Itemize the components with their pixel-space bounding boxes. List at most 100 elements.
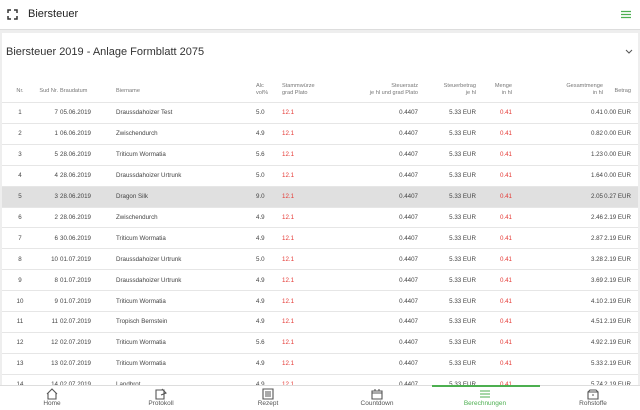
nav-icon[interactable] — [153, 387, 169, 401]
table-cell: 01.07.2019 — [60, 255, 91, 263]
table-cell: 8 — [18, 255, 22, 263]
table-cell: 01.07.2019 — [60, 297, 91, 305]
table-cell: 5.33 EUR — [449, 255, 476, 263]
table-cell: 12.1 — [282, 360, 295, 368]
table-cell: 0.41 — [476, 381, 512, 389]
nav-label[interactable]: Protokoll — [148, 400, 174, 407]
table-cell: 0.4407 — [399, 234, 418, 242]
table-cell: 02.07.2019 — [60, 318, 91, 326]
table-cell: 2.19 EUR — [604, 234, 631, 242]
nav-label[interactable]: Countdown — [360, 400, 394, 407]
nav-icon[interactable] — [44, 387, 60, 401]
table-cell: 2 — [54, 213, 58, 221]
table-cell: Draussdahoizer Urtrunk — [116, 255, 182, 263]
table-row[interactable]: 1 7 05.06.2019 Draussdahoizer Test 5.0 12.1 0.… — [2, 102, 638, 124]
table-cell: 2.87 — [590, 234, 603, 242]
table-cell: 3 — [18, 151, 22, 159]
table-row[interactable]: 2 1 06.06.2019 Zwischendurch 4.9 12.1 0.4407 5.… — [2, 122, 638, 145]
table-cell: 0.00 EUR — [604, 151, 631, 159]
table-row[interactable]: 9 8 01.07.2019 Draussdahoizer Urtrunk 4.9 12.… — [2, 269, 638, 291]
table-cell: 4.9 — [256, 360, 265, 368]
nav-label[interactable]: Rezept — [257, 400, 279, 407]
table-cell: 12.1 — [282, 213, 295, 221]
table-cell: 5.33 EUR — [449, 339, 476, 347]
table-row[interactable]: 10 9 01.07.2019 Triticum Wormatia 4.9 12.1 0.4… — [2, 290, 638, 312]
table-cell: 12.1 — [282, 339, 295, 347]
table-cell: 4.9 — [256, 276, 265, 284]
table-cell: 12.1 — [282, 297, 295, 305]
column-header: vol% — [256, 90, 269, 96]
table-cell: 5.33 EUR — [418, 381, 476, 389]
table-cell: 2.19 EUR — [604, 276, 631, 284]
table-cell: 2.05 — [590, 193, 603, 201]
table-cell: 5.0 — [256, 172, 265, 180]
table-cell: 2.19 EUR — [604, 213, 631, 221]
table-cell: 14 — [6, 381, 34, 389]
table-cell: 12.1 — [282, 381, 330, 389]
nav-icon[interactable] — [260, 387, 276, 401]
table-cell: 9 — [54, 297, 58, 305]
table-cell: 4.92 — [590, 339, 603, 347]
icon-shape — [155, 388, 167, 400]
table-cell: 28.06.2019 — [60, 193, 91, 201]
table-row[interactable]: 5 3 28.06.2019 Dragon Silk 9.0 12.1 0.4407 5.33… — [2, 185, 638, 208]
column-header: je hl und grad Plato — [369, 90, 418, 96]
expand-icon[interactable] — [7, 9, 18, 20]
table-cell: 1 — [54, 130, 58, 138]
table-cell: 5.33 EUR — [449, 172, 476, 180]
table-cell: 12 — [51, 339, 58, 347]
table-cell: 0.41 — [590, 109, 603, 117]
column-header: Steuerbetrag — [443, 83, 476, 89]
table-row[interactable]: 13 13 02.07.2019 Triticum Wormatia 4.9 12.1 0.… — [2, 352, 638, 375]
table-cell: Triticum Wormatia — [116, 339, 166, 347]
table-cell: 28.06.2019 — [60, 172, 91, 180]
table-cell: 3.28 — [590, 255, 603, 263]
table-cell: 12.1 — [282, 276, 295, 284]
table-cell: 02.07.2019 — [60, 360, 91, 368]
table-cell: 4.9 — [256, 234, 265, 242]
nav-label[interactable]: Rohstoffe — [579, 400, 607, 407]
table-cell: 0.4407 — [399, 193, 418, 201]
nav-icon[interactable] — [477, 387, 493, 401]
icon-shape — [371, 389, 383, 400]
table-cell: 0.41 — [499, 255, 512, 263]
table-cell: 0.00 EUR — [604, 172, 631, 180]
table-cell: 2.19 EUR — [604, 318, 631, 326]
collapse-icon[interactable] — [625, 49, 633, 55]
column-header: Gesamtmenge — [566, 83, 603, 89]
table-cell: 0.4407 — [399, 109, 418, 117]
table-cell: 5.33 EUR — [449, 360, 476, 368]
table-cell: Triticum Wormatia — [116, 234, 166, 242]
table-cell: 2.19 EUR — [604, 360, 631, 368]
nav-label[interactable]: Home — [43, 400, 61, 407]
table-row[interactable]: 6 2 28.06.2019 Zwischendurch 4.9 12.1 0.4407 5.… — [2, 206, 638, 229]
table-cell: 0.4407 — [399, 318, 418, 326]
table-cell: 4.9 — [256, 297, 265, 305]
table-cell: 4.9 — [256, 130, 265, 138]
table-cell: 0.41 — [499, 339, 512, 347]
table-cell: 0.4407 — [399, 172, 418, 180]
nav-icon[interactable] — [585, 387, 601, 401]
menu-icon[interactable] — [621, 10, 631, 19]
column-header: je hl — [465, 90, 476, 96]
table-row[interactable]: 7 6 30.06.2019 Triticum Wormatia 4.9 12.1 0.44… — [2, 227, 638, 249]
table-row[interactable]: 3 5 28.06.2019 Triticum Wormatia 5.6 12.1 0.44… — [2, 143, 638, 166]
table-cell: 4.9 — [256, 213, 265, 221]
nav-label[interactable]: Berechnungen — [463, 400, 507, 407]
bottom-nav: Home Protokoll Rezept Countdown Berechnungen… — [0, 385, 640, 410]
table-row[interactable]: 8 10 01.07.2019 Draussdahoizer Urtrunk 5.0 12… — [2, 248, 638, 270]
table-cell: 2.19 EUR — [604, 297, 631, 305]
table-cell: 0.27 EUR — [604, 193, 631, 201]
active-indicator — [432, 385, 540, 387]
table-cell: 5 — [18, 193, 22, 201]
table-row[interactable]: 141402.07.2019Landbrot4.912.10.44075.33 … — [2, 373, 638, 393]
table-cell: 10 — [16, 297, 24, 305]
table-cell: 8 — [54, 276, 58, 284]
nav-icon[interactable] — [369, 387, 385, 401]
table-cell: 0.41 — [499, 297, 512, 305]
table-row[interactable]: 4 4 28.06.2019 Draussdahoizer Urtrunk 5.0 12.… — [2, 164, 638, 187]
table-cell: Landbrot — [116, 381, 256, 389]
table-row[interactable]: 11 11 02.07.2019 Tropisch Bernstein 4.9 12.1 0… — [2, 311, 638, 333]
table-row[interactable]: 12 12 02.07.2019 Triticum Wormatia 5.6 12.1 0.… — [2, 331, 638, 354]
